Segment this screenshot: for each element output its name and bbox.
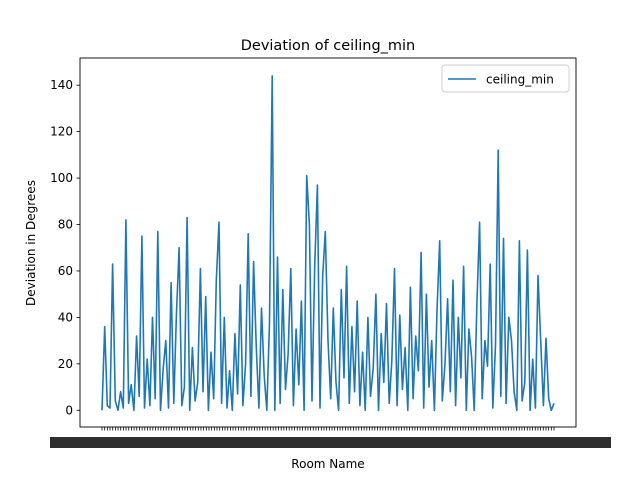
y-tick-label: 80: [58, 218, 73, 232]
y-axis-label: Deviation in Degrees: [24, 180, 38, 306]
x-axis: [50, 427, 611, 448]
x-axis-label: Room Name: [291, 457, 364, 471]
plot-area: [79, 57, 577, 428]
legend-label: ceiling_min: [486, 73, 554, 87]
chart-title: Deviation of ceiling_min: [241, 38, 416, 54]
legend: ceiling_min: [441, 64, 570, 93]
y-tick-label: 120: [50, 125, 73, 139]
y-tick-label: 20: [58, 357, 73, 371]
series-layer: [101, 75, 555, 412]
y-tick-label: 60: [58, 264, 73, 278]
y-tick-label: 100: [50, 171, 73, 185]
legend-box: [441, 64, 570, 93]
x-tick-label-clutter: [50, 437, 611, 448]
y-tick-label: 40: [58, 310, 73, 324]
y-tick-label: 0: [65, 403, 73, 417]
y-tick-label: 140: [50, 78, 73, 92]
series-line-ceiling-min: [101, 75, 555, 412]
axes-frame: [79, 57, 577, 428]
y-axis: 0 20 40 60 80 100 120 140: [50, 78, 80, 417]
